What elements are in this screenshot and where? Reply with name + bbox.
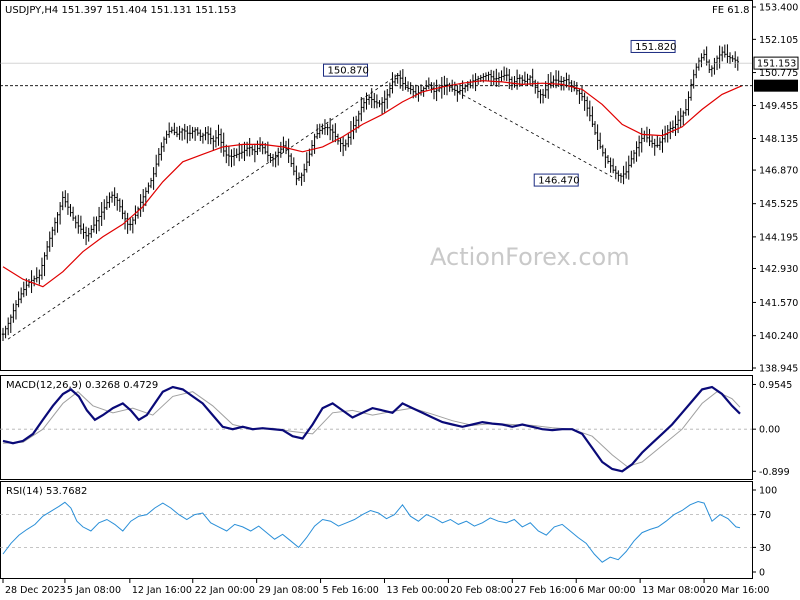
annotation-label: 146.470: [538, 176, 579, 187]
rsi-panel-frame: [0, 481, 753, 579]
x-tick-label: 6 Mar 00:00: [578, 585, 635, 596]
macd-title: MACD(12,26,9) 0.3268 0.4729: [6, 380, 158, 391]
x-tick-label: 5 Feb 16:00: [323, 585, 379, 596]
macd-panel-frame: [0, 375, 753, 480]
last-price-label: 151.153: [757, 59, 796, 70]
price-tick-label: 145.525: [759, 199, 798, 210]
x-tick-label: 22 Jan 00:00: [195, 585, 255, 596]
x-tick-label: 20 Mar 16:00: [706, 585, 769, 596]
last-price-badge: [753, 56, 799, 70]
price-tick-label: 142.930: [759, 264, 798, 275]
price-panel: 153.400 152.105 150.775 149.455 148.135 146.8…: [0, 3, 799, 375]
rsi-title: RSI(14) 53.7682: [6, 486, 87, 497]
annotation-box: [630, 39, 676, 53]
price-tick-label: 150.775: [759, 68, 798, 79]
price-tick-label: 144.195: [759, 232, 798, 243]
x-tick-label: 27 Feb 16:00: [514, 585, 576, 596]
x-tick-label: 12 Jan 16:00: [132, 585, 192, 596]
symbol-info: USDJPY,H4 151.397 151.404 151.131 151.15…: [5, 5, 236, 16]
macd-signal-line: [2, 391, 741, 468]
annotation-label: 150.870: [328, 66, 369, 77]
macd-tick-label: 0.9545: [759, 380, 792, 391]
trendline: [7, 74, 399, 340]
x-axis: 28 Dec 2023 5 Jan 08:00 12 Jan 16:00 22 Jan…: [2, 578, 769, 596]
x-tick-label: 13 Feb 00:00: [386, 585, 448, 596]
price-tick-label: 146.870: [759, 166, 798, 177]
price-tick-label: 138.945: [759, 364, 798, 375]
level-badge: [754, 79, 798, 92]
macd-line: [2, 385, 741, 473]
moving-average-line: [2, 80, 743, 288]
annotation-box: [533, 173, 579, 187]
macd-tick-label: -0.899: [759, 467, 790, 478]
macd-panel: 0.9545 0.00 -0.899: [0, 380, 792, 478]
rsi-tick-label: 70: [759, 510, 771, 521]
rsi-tick-label: 0: [759, 568, 765, 579]
level-label: 150.250: [757, 81, 796, 92]
rsi-panel: 100 70 30 0: [0, 486, 777, 579]
x-tick-label: 20 Feb 08:00: [450, 585, 512, 596]
rsi-tick-label: 30: [759, 543, 771, 554]
annotation-label: 151.820: [635, 42, 676, 53]
annotation-box: [323, 63, 369, 77]
price-tick-label: 140.240: [759, 331, 798, 342]
rsi-tick-label: 100: [759, 486, 777, 497]
macd-tick-label: 0.00: [759, 425, 780, 436]
trendline: [457, 91, 613, 178]
price-tick-label: 141.570: [759, 298, 798, 309]
price-tick-label: 149.455: [759, 101, 798, 112]
watermark: ActionForex.com: [430, 243, 630, 271]
x-tick-label: 5 Jan 08:00: [67, 585, 121, 596]
price-tick-label: 153.400: [759, 3, 798, 14]
rsi-line: [2, 500, 741, 563]
fe-label: FE 61.8: [712, 5, 750, 16]
x-tick-label: 29 Jan 08:00: [259, 585, 319, 596]
price-panel-frame: [0, 0, 753, 371]
x-tick-label: 13 Mar 08:00: [642, 585, 705, 596]
x-tick-label: 28 Dec 2023: [5, 585, 66, 596]
price-tick-label: 148.135: [759, 134, 798, 145]
price-tick-label: 152.105: [759, 35, 798, 46]
